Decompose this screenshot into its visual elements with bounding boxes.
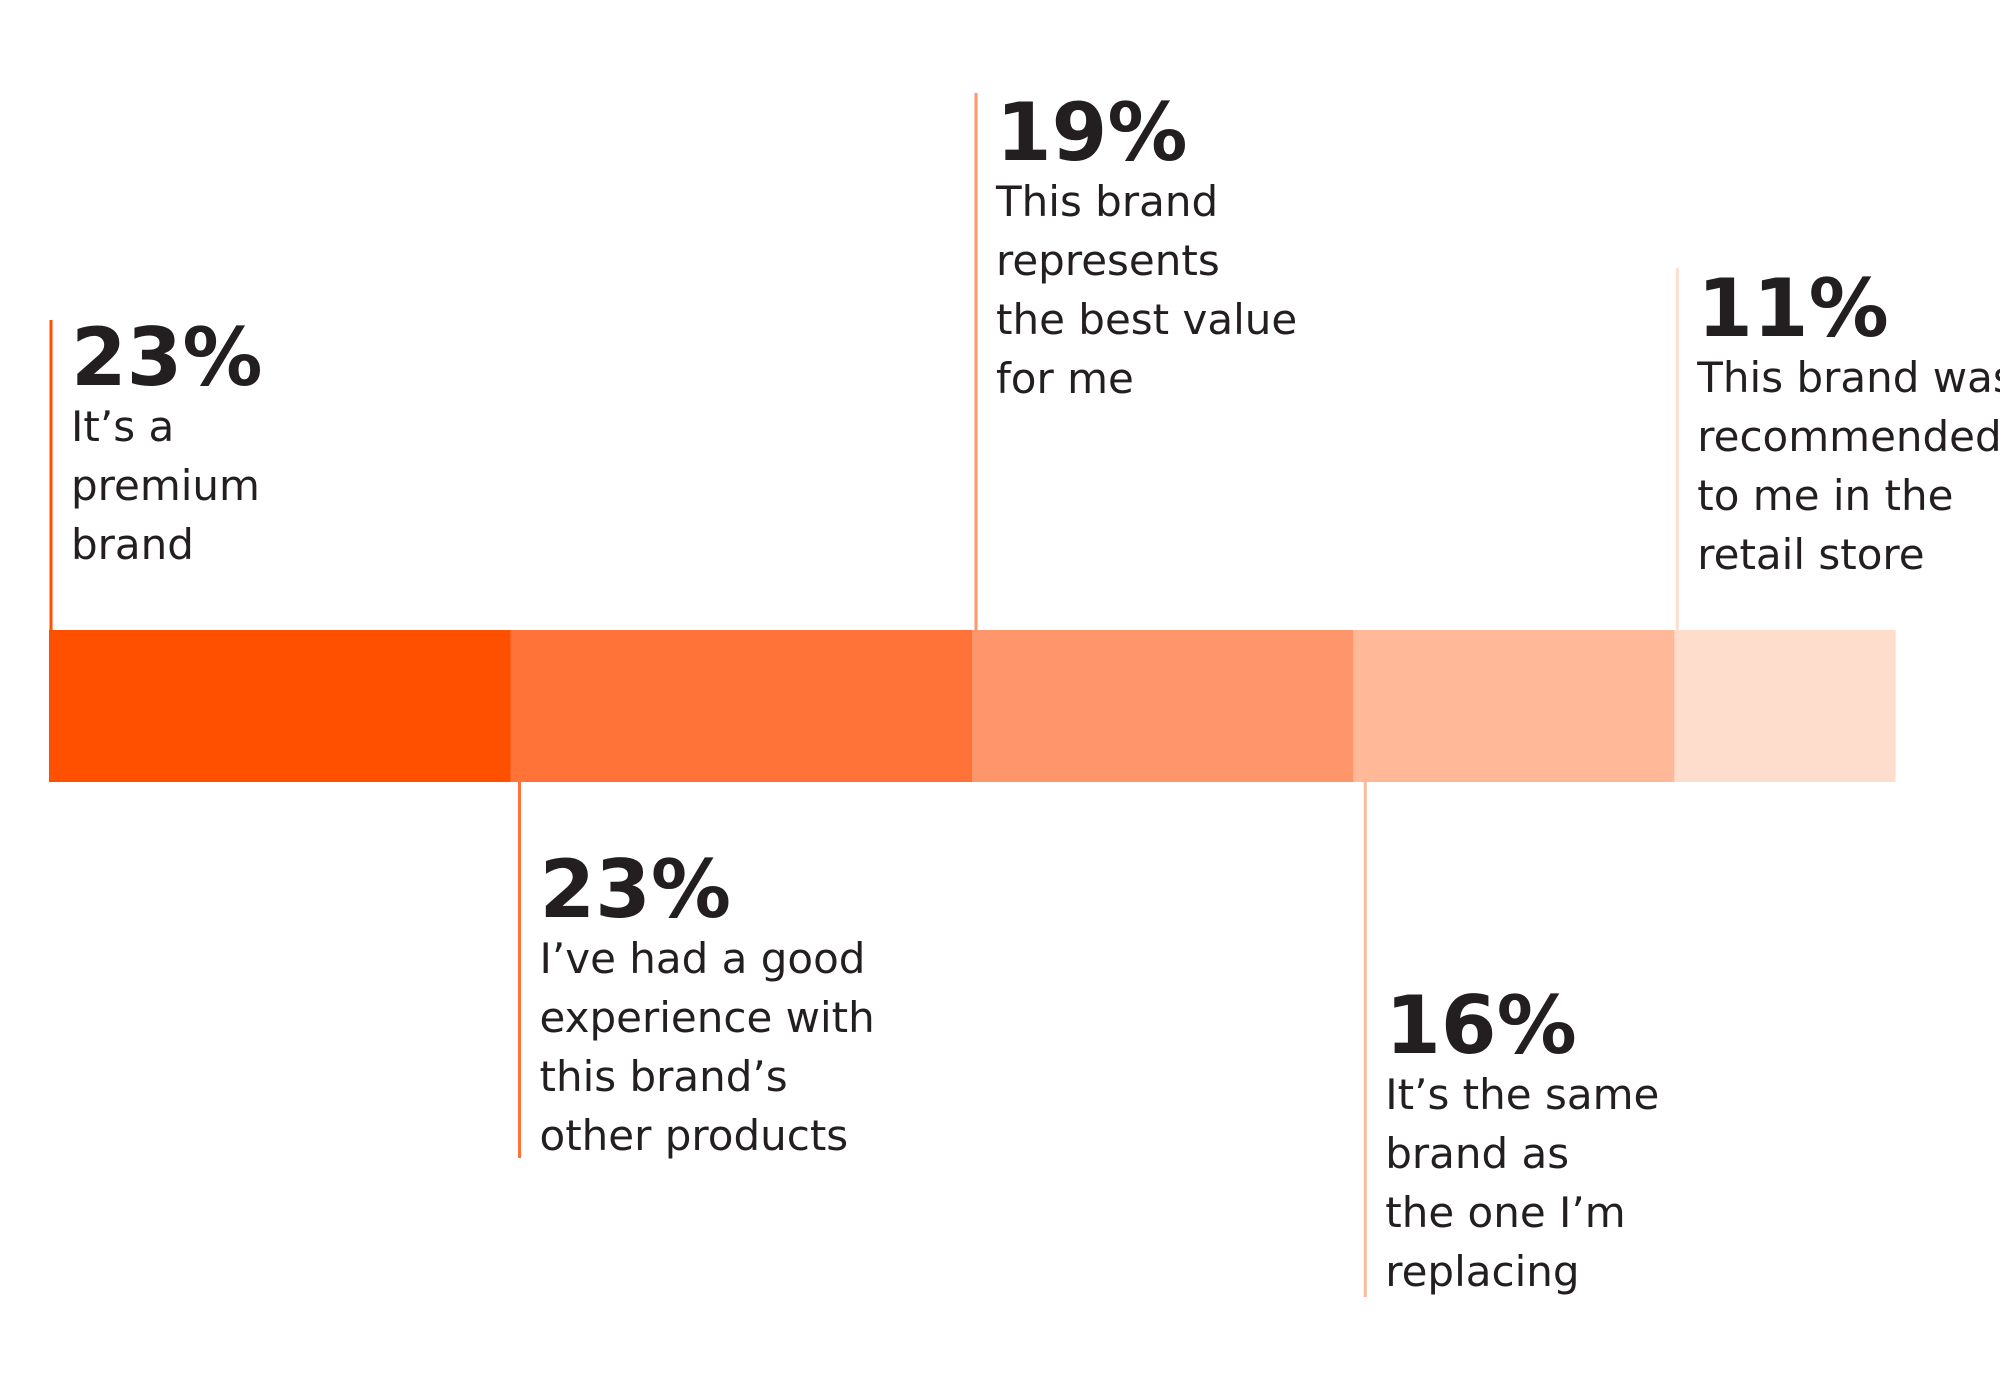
data-label-text: It’s the same (1385, 1070, 1659, 1119)
bar-segment (1674, 630, 1896, 782)
data-label-text: represents (996, 236, 1220, 285)
data-label-text: the one I’m (1385, 1188, 1625, 1237)
data-label-text: This brand (995, 177, 1218, 226)
data-label-text: experience with (540, 993, 875, 1042)
data-label-text: this brand’s (540, 1052, 788, 1101)
data-label-text: the best value (996, 295, 1297, 344)
data-label-text: replacing (1385, 1247, 1579, 1296)
bar-segment (49, 630, 512, 782)
data-label-value: 23% (540, 843, 731, 936)
data-label-text: premium (71, 461, 260, 510)
bar-segment (510, 630, 973, 782)
segment-4: 16%It’s the same brand as the one I’m repla… (1353, 630, 1675, 1297)
segment-5: 11%This brand was recommended to me in the… (1674, 262, 2000, 782)
segment-2: 23%I’ve had a good experience with this br… (510, 630, 973, 1160)
data-label-text: retail store (1697, 530, 1924, 579)
segment-3: 19%This brand represents the best value for… (972, 86, 1354, 782)
data-label-text: to me in the (1697, 471, 1953, 520)
segment-1: 23%It’s a premium brand (49, 311, 512, 782)
data-label-value: 11% (1697, 262, 1888, 355)
data-label-text: recommended (1697, 412, 2000, 461)
data-label-value: 16% (1385, 979, 1576, 1072)
data-label-text: It’s a (71, 402, 174, 451)
data-label-value: 23% (71, 311, 262, 404)
data-label-text: brand as (1385, 1129, 1569, 1178)
data-label-value: 19% (996, 86, 1187, 179)
data-label-text: other products (540, 1111, 849, 1160)
data-label-text: This brand was (1696, 353, 2000, 402)
bar-segment (1353, 630, 1675, 782)
data-label-text: I’ve had a good (540, 934, 866, 983)
bar-segment (972, 630, 1354, 782)
data-label-text: brand (71, 520, 194, 569)
data-label-text: for me (996, 354, 1134, 403)
